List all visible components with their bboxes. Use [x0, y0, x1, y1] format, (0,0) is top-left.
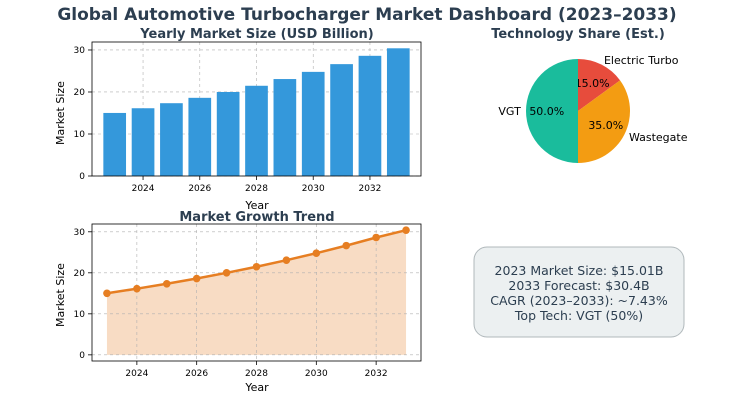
pie-chart-title: Technology Share (Est.)	[491, 27, 665, 42]
area-chart-frame	[91, 223, 422, 362]
point-2026	[192, 274, 201, 283]
dashboard-title: Global Automotive Turbocharger Market Da…	[57, 5, 676, 25]
point-2032	[372, 233, 380, 242]
pie-label-wastegate: Wastegate	[629, 131, 688, 144]
pie-pct-electric-turbo: 15.0%	[575, 77, 610, 90]
area-chart-ytick-label: 20	[74, 269, 86, 279]
bar-chart-ylabel: Market Size	[54, 81, 67, 145]
bar-chart-xtick-label: 2024	[132, 184, 155, 194]
summary-line-forecast: 2033 Forecast: $30.4B	[508, 278, 649, 293]
pie-slice-electric-turbo	[578, 59, 621, 111]
bar-chart-frame	[91, 41, 422, 177]
area-chart-ytick-label: 10	[74, 310, 86, 320]
area-chart-ytick-label: 30	[74, 228, 86, 238]
pie-slice-vgt	[526, 59, 578, 163]
summary-box-background	[473, 246, 685, 338]
point-2030	[312, 249, 321, 257]
bar-chart-xtick-label: 2032	[358, 184, 381, 194]
summary-line-cagr: CAGR (2023–2033): ~7.43%	[490, 293, 668, 308]
bar-2033	[386, 48, 410, 176]
area-chart-xlabel: Year	[244, 381, 269, 394]
area-chart-ytick-label: 0	[79, 351, 85, 361]
point-2027	[222, 269, 231, 277]
summary-line-market-size: 2023 Market Size: $15.01B	[495, 263, 664, 278]
summary-line-top-tech: Top Tech: VGT (50%)	[514, 308, 643, 323]
bar-2032	[358, 55, 382, 176]
bar-2029	[273, 79, 297, 176]
pie-label-electric-turbo: Electric Turbo	[604, 54, 679, 67]
bar-chart-xtick-label: 2030	[302, 184, 325, 194]
point-2024	[133, 284, 141, 293]
summary-box: 2023 Market Size: $15.01B 2033 Forecast:…	[473, 246, 685, 338]
area-chart-xtick-label: 2024	[125, 369, 148, 379]
point-2025	[162, 279, 171, 288]
point-2031	[342, 241, 351, 250]
area-chart-xtick-label: 2032	[365, 369, 388, 379]
bar-chart-xtick-label: 2028	[245, 184, 268, 194]
bar-chart-xtick-label: 2026	[188, 184, 211, 194]
bar-2030	[301, 71, 325, 176]
bar-2026	[188, 97, 212, 176]
bar-2027	[216, 91, 240, 176]
area-chart-xtick-label: 2030	[305, 369, 328, 379]
point-2023	[103, 289, 111, 298]
pie-pct-wastegate: 35.0%	[588, 119, 623, 132]
bar-2028	[245, 85, 268, 176]
pie-chart-technology-share: Technology Share (Est.) 15.0% Electric Tu…	[491, 27, 688, 163]
bar-2031	[330, 64, 353, 176]
area-chart-title: Market Growth Trend	[179, 210, 334, 225]
bar-2025	[160, 103, 183, 176]
bar-chart-ytick-label: 0	[79, 172, 85, 182]
bar-2023	[103, 112, 127, 176]
bar-chart-title: Yearly Market Size (USD Billion)	[139, 27, 373, 42]
point-2033	[402, 226, 410, 234]
area-chart-xtick-label: 2028	[245, 369, 268, 379]
bar-2024	[131, 108, 155, 176]
pie-label-vgt: VGT	[498, 105, 521, 118]
bar-chart-ytick-label: 10	[74, 130, 86, 140]
pie-pct-vgt: 50.0%	[529, 105, 564, 118]
point-2029	[282, 256, 291, 264]
bar-chart-xlabel: Year	[244, 199, 269, 212]
bar-chart-ytick-label: 30	[74, 46, 86, 56]
area-chart-xtick-label: 2026	[185, 369, 208, 379]
area-chart-ylabel: Market Size	[54, 263, 67, 327]
pie-slice-wastegate	[578, 80, 631, 163]
bar-chart-ytick-label: 20	[74, 88, 86, 98]
area-chart-market-growth: Market Growth Trend Year Market Size 0 10…	[54, 210, 422, 394]
point-2028	[252, 262, 261, 271]
bar-chart-yearly-market-size: Yearly Market Size (USD Billion) Year Ma…	[54, 27, 422, 212]
